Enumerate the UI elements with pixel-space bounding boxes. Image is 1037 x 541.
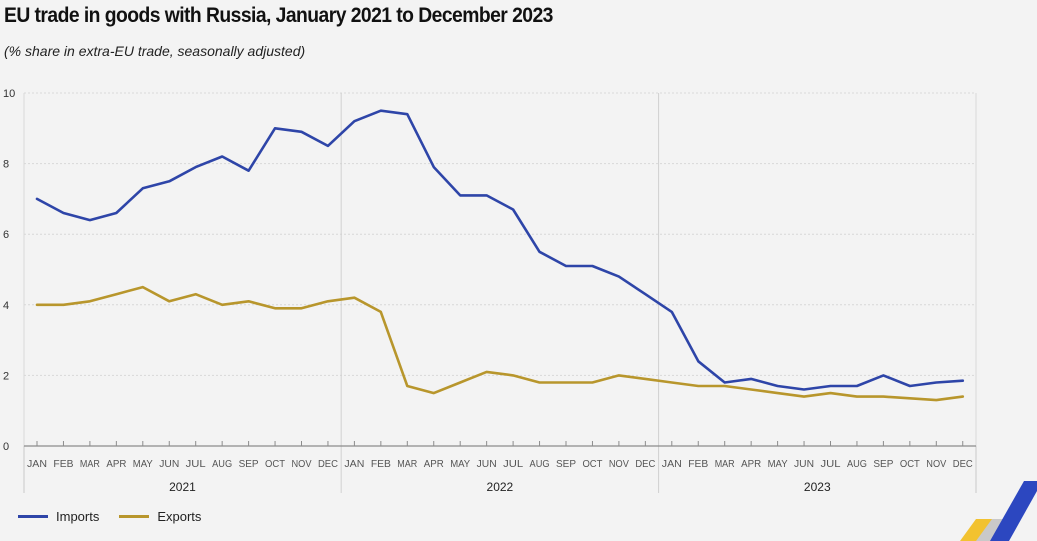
x-tick-label: DEC: [953, 459, 973, 470]
x-tick-label: OCT: [900, 459, 920, 470]
chart-subtitle: (% share in extra-EU trade, seasonally a…: [4, 43, 306, 59]
x-tick-label: JAN: [27, 459, 47, 470]
x-tick-label: APR: [106, 459, 126, 470]
x-tick-label: APR: [741, 459, 761, 470]
legend: Imports Exports: [18, 509, 201, 524]
y-tick-label: 2: [3, 370, 9, 382]
legend-label-imports: Imports: [56, 509, 100, 524]
x-tick-label: OCT: [582, 459, 602, 470]
x-tick-label: JUL: [186, 459, 206, 470]
y-tick-label: 8: [3, 159, 9, 171]
x-tick-label: APR: [424, 459, 444, 470]
x-tick-label: JUN: [159, 459, 179, 470]
x-tick-label: FEB: [53, 459, 73, 470]
x-tick-label: FEB: [371, 459, 391, 470]
x-tick-label: OCT: [265, 459, 285, 470]
chart-title: EU trade in goods with Russia, January 2…: [4, 4, 553, 27]
x-tick-label: NOV: [609, 459, 629, 470]
year-label: 2022: [487, 480, 514, 494]
year-label: 2021: [169, 480, 196, 494]
x-tick-label: MAR: [80, 459, 100, 470]
x-tick-label: NOV: [926, 459, 946, 470]
imports-swatch: [18, 515, 48, 518]
x-tick-label: AUG: [530, 459, 550, 470]
legend-item-imports[interactable]: Imports: [18, 509, 99, 524]
x-tick-label: SEP: [873, 459, 893, 470]
x-tick-label: NOV: [292, 459, 312, 470]
x-tick-label: AUG: [212, 459, 232, 470]
y-tick-label: 10: [3, 88, 15, 100]
x-tick-label: JUL: [821, 459, 841, 470]
x-tick-label: SEP: [239, 459, 259, 470]
eurostat-logo-icon: [960, 481, 1037, 541]
legend-label-exports: Exports: [157, 509, 202, 524]
series-line-imports: [35, 109, 965, 391]
y-tick-label: 4: [3, 300, 9, 312]
legend-item-exports[interactable]: Exports: [119, 509, 201, 524]
x-tick-label: JAN: [344, 459, 364, 470]
x-tick-label: MAY: [450, 459, 470, 470]
y-tick-label: 0: [3, 441, 9, 453]
x-tick-label: JUL: [503, 459, 523, 470]
x-tick-label: MAY: [768, 459, 788, 470]
y-tick-label: 6: [3, 229, 9, 241]
x-tick-label: DEC: [635, 459, 655, 470]
series-line-exports: [35, 285, 965, 402]
x-tick-label: FEB: [688, 459, 708, 470]
x-tick-label: MAR: [397, 459, 417, 470]
year-label: 2023: [804, 480, 831, 494]
x-tick-label: MAR: [715, 459, 735, 470]
x-tick-label: JUN: [794, 459, 814, 470]
x-tick-label: DEC: [318, 459, 338, 470]
x-tick-label: MAY: [133, 459, 153, 470]
x-tick-label: SEP: [556, 459, 576, 470]
exports-swatch: [119, 515, 150, 518]
x-tick-label: JUN: [477, 459, 497, 470]
x-tick-label: AUG: [847, 459, 867, 470]
x-tick-label: JAN: [662, 459, 682, 470]
